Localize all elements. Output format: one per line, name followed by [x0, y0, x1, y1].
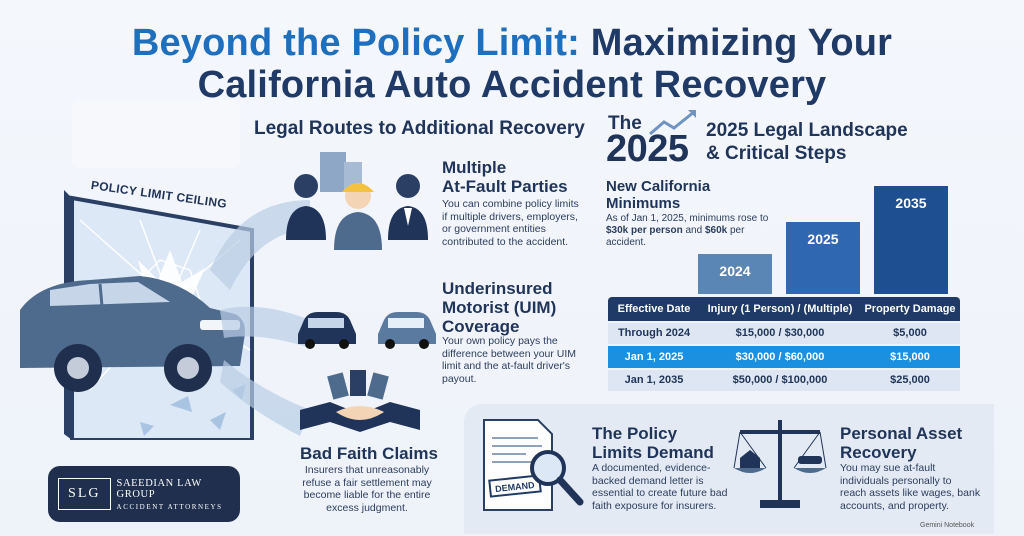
watermark: Gemini Notebook: [920, 522, 975, 529]
trend-arrow-icon: [649, 110, 696, 136]
asset-title: Personal Asset Recovery: [840, 424, 963, 462]
badge-year: 2025: [606, 128, 689, 170]
minimums-text: As of Jan 1, 2025, minimums rose to $30k…: [606, 213, 769, 248]
table-row: Jan 1, 2035 $50,000 / $100,000 $25,000: [608, 367, 960, 391]
landscape-title: 2025 Legal Landscape & Critical Steps: [706, 120, 908, 164]
legal-routes-heading: Legal Routes to Additional Recovery: [254, 118, 585, 139]
multiple-parties-title: Multiple At-Fault Parties: [442, 158, 568, 196]
flow-ribbons: [210, 200, 310, 436]
bad-faith-text: Insurers that unreasonably refuse a fair …: [302, 464, 432, 514]
table-row: Jan 1, 2025 $30,000 / $60,000 $15,000: [608, 344, 960, 368]
cars-icon: [298, 312, 436, 349]
table-header: Effective Date Injury (1 Person) / (Mult…: [608, 297, 960, 321]
logo-mark: SLG: [58, 478, 111, 510]
uim-title: Underinsured Motorist (UIM) Coverage: [442, 279, 557, 336]
bar-2035: 2035: [874, 186, 948, 294]
demand-letter-icon: DEMAND: [483, 419, 584, 511]
title-accent: Beyond the Policy Limit:: [131, 22, 580, 64]
demand-text: A documented, evidence-backed demand let…: [592, 462, 728, 512]
bar-2025: 2025: [786, 222, 860, 294]
saeedian-law-group-logo: SLG SAEEDIAN LAW GROUP ACCIDENT ATTORNEY…: [48, 466, 240, 522]
title-line1-rest: Maximizing Your: [580, 22, 893, 64]
table-row: Through 2024 $15,000 / $30,000 $5,000: [608, 320, 960, 344]
multiple-parties-text: You can combine policy limits if multiple…: [442, 198, 579, 248]
asset-text: You may sue at-fault individuals personal…: [840, 462, 981, 512]
blank-panel: [72, 100, 240, 168]
scales-of-justice-icon: [733, 420, 827, 508]
main-title: Beyond the Policy Limit: Maximizing Your…: [0, 22, 1024, 106]
minimums-title: New California Minimums: [606, 178, 711, 212]
demand-title: The Policy Limits Demand: [592, 424, 714, 462]
minimums-table: Effective Date Injury (1 Person) / (Mult…: [608, 297, 960, 391]
glass-wall-car-illustration: [20, 190, 254, 440]
badge-the: The: [608, 113, 642, 134]
logo-name: SAEEDIAN LAW GROUP: [116, 477, 202, 500]
people-icon: [286, 152, 428, 250]
logo-sub: ACCIDENT ATTORNEYS: [116, 502, 223, 511]
uim-text: Your own policy pays the difference betwe…: [442, 335, 577, 385]
handshake-money-icon: [300, 370, 420, 432]
bar-2024: 2024: [698, 254, 772, 294]
title-line2: California Auto Accident Recovery: [197, 64, 827, 106]
bad-faith-title: Bad Faith Claims: [300, 444, 438, 463]
demand-stamp: DEMAND: [495, 480, 536, 494]
